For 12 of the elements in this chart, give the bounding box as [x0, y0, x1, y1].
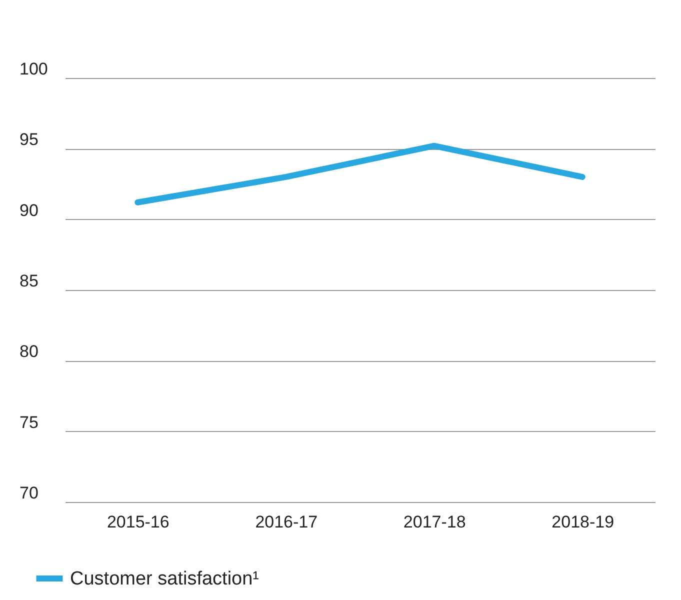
y-tick-label: 90 — [20, 200, 38, 220]
x-tick-label: 2017-18 — [403, 512, 466, 532]
y-tick-label: 100 — [20, 60, 48, 78]
y-tick-label: 85 — [20, 272, 38, 290]
y-tick-label: 70 — [20, 484, 38, 502]
x-tick-label: 2016-17 — [255, 512, 318, 532]
y-tick-label: 75 — [20, 412, 38, 432]
x-tick-label: 2018-19 — [552, 512, 614, 532]
y-tick-label: 95 — [20, 130, 38, 150]
x-tick-label: 2015-16 — [106, 512, 170, 532]
y-tick-label: 80 — [20, 342, 38, 362]
legend-label: Customer satisfaction¹ — [70, 568, 260, 590]
